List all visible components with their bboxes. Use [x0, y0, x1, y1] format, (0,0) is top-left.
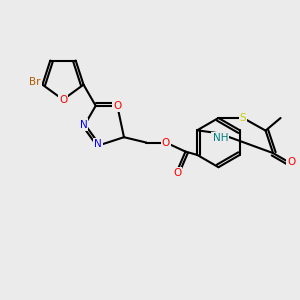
Text: Br: Br — [29, 77, 41, 87]
Text: N: N — [94, 139, 102, 148]
Text: N: N — [80, 119, 87, 130]
Text: O: O — [59, 94, 67, 105]
Text: S: S — [240, 113, 246, 123]
Text: O: O — [113, 101, 122, 111]
Text: O: O — [173, 168, 181, 178]
Text: O: O — [162, 138, 170, 148]
Text: NH: NH — [212, 133, 228, 143]
Text: O: O — [287, 157, 295, 167]
